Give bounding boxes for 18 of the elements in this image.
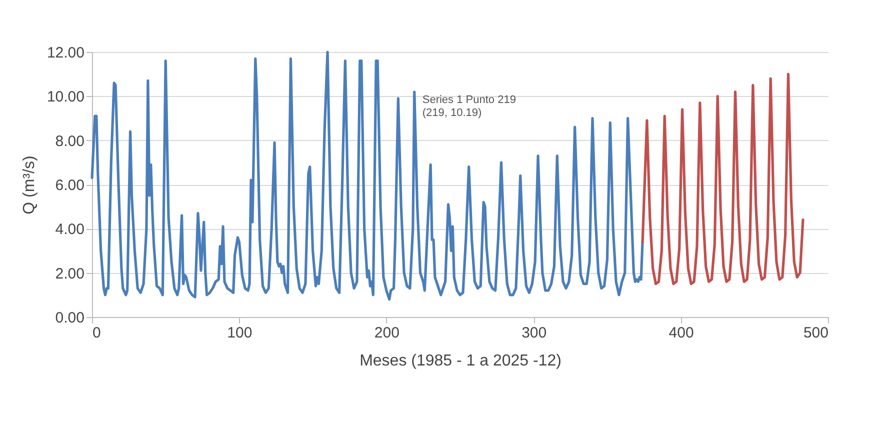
x-tick-label: 200: [374, 324, 400, 342]
line-series: [90, 50, 644, 301]
y-tick-label: 0.00: [55, 310, 84, 326]
y-axis-title: Q (m³/s): [20, 156, 38, 214]
x-axis-title: Meses (1985 - 1 a 2025 -12): [360, 352, 562, 370]
y-tick-label: 8.00: [55, 132, 84, 150]
y-tick-label: 4.00: [55, 221, 84, 238]
line-series: [641, 72, 804, 286]
y-tick-label: 6.00: [55, 177, 84, 194]
x-tick-label: 0: [92, 324, 101, 342]
x-tick-label: 100: [227, 324, 252, 342]
x-tick-label: 500: [803, 324, 828, 342]
y-tick-label: 2.00: [55, 265, 84, 282]
annotation: Series 1 Punto 219 (219, 10.19): [422, 94, 516, 119]
y-tick-label: 12.00: [46, 44, 84, 62]
x-tick-label: 400: [668, 324, 694, 342]
x-tick-label: 300: [522, 324, 547, 342]
y-tick-label: 10.00: [46, 88, 84, 106]
